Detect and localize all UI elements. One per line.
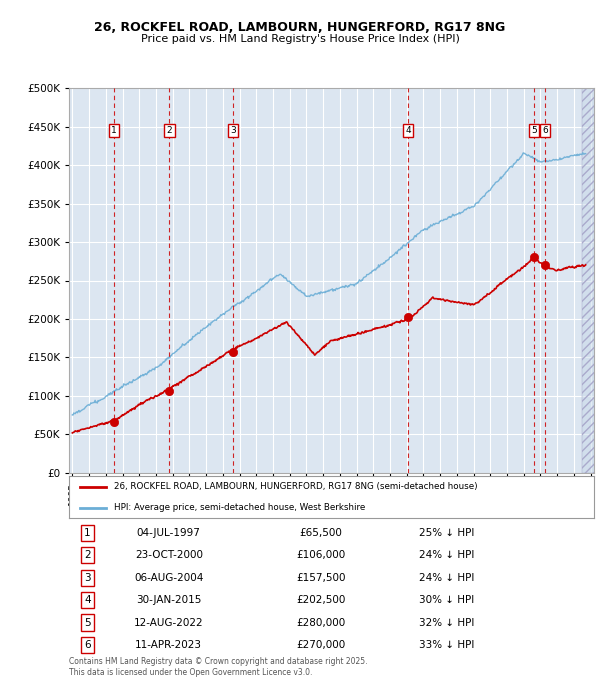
Text: 04-JUL-1997: 04-JUL-1997	[137, 528, 200, 538]
Text: 5: 5	[531, 126, 537, 135]
Text: Price paid vs. HM Land Registry's House Price Index (HPI): Price paid vs. HM Land Registry's House …	[140, 35, 460, 44]
Text: 26, ROCKFEL ROAD, LAMBOURN, HUNGERFORD, RG17 8NG (semi-detached house): 26, ROCKFEL ROAD, LAMBOURN, HUNGERFORD, …	[113, 481, 477, 490]
Text: £270,000: £270,000	[296, 640, 346, 650]
Text: 1: 1	[111, 126, 117, 135]
Text: 3: 3	[230, 126, 236, 135]
Text: 33% ↓ HPI: 33% ↓ HPI	[419, 640, 475, 650]
Text: HPI: Average price, semi-detached house, West Berkshire: HPI: Average price, semi-detached house,…	[113, 503, 365, 511]
Text: 11-APR-2023: 11-APR-2023	[135, 640, 202, 650]
Text: 12-AUG-2022: 12-AUG-2022	[134, 617, 203, 628]
Bar	[582, 88, 599, 473]
Text: £280,000: £280,000	[296, 617, 346, 628]
Text: £106,000: £106,000	[296, 550, 346, 560]
Text: 2: 2	[84, 550, 91, 560]
Text: 30% ↓ HPI: 30% ↓ HPI	[419, 595, 475, 605]
Text: £65,500: £65,500	[299, 528, 343, 538]
Text: 6: 6	[542, 126, 548, 135]
Text: 6: 6	[84, 640, 91, 650]
Bar	[582, 88, 599, 473]
Text: 24% ↓ HPI: 24% ↓ HPI	[419, 573, 475, 583]
Text: 30-JAN-2015: 30-JAN-2015	[136, 595, 202, 605]
Text: £157,500: £157,500	[296, 573, 346, 583]
Text: 25% ↓ HPI: 25% ↓ HPI	[419, 528, 475, 538]
Text: Contains HM Land Registry data © Crown copyright and database right 2025.
This d: Contains HM Land Registry data © Crown c…	[69, 657, 367, 677]
Text: 3: 3	[84, 573, 91, 583]
Text: 32% ↓ HPI: 32% ↓ HPI	[419, 617, 475, 628]
Text: 4: 4	[405, 126, 411, 135]
Text: 4: 4	[84, 595, 91, 605]
Text: 26, ROCKFEL ROAD, LAMBOURN, HUNGERFORD, RG17 8NG: 26, ROCKFEL ROAD, LAMBOURN, HUNGERFORD, …	[94, 20, 506, 34]
Text: £202,500: £202,500	[296, 595, 346, 605]
Text: 23-OCT-2000: 23-OCT-2000	[135, 550, 203, 560]
Text: 24% ↓ HPI: 24% ↓ HPI	[419, 550, 475, 560]
Text: 1: 1	[84, 528, 91, 538]
Text: 5: 5	[84, 617, 91, 628]
Text: 06-AUG-2004: 06-AUG-2004	[134, 573, 203, 583]
Text: 2: 2	[167, 126, 172, 135]
